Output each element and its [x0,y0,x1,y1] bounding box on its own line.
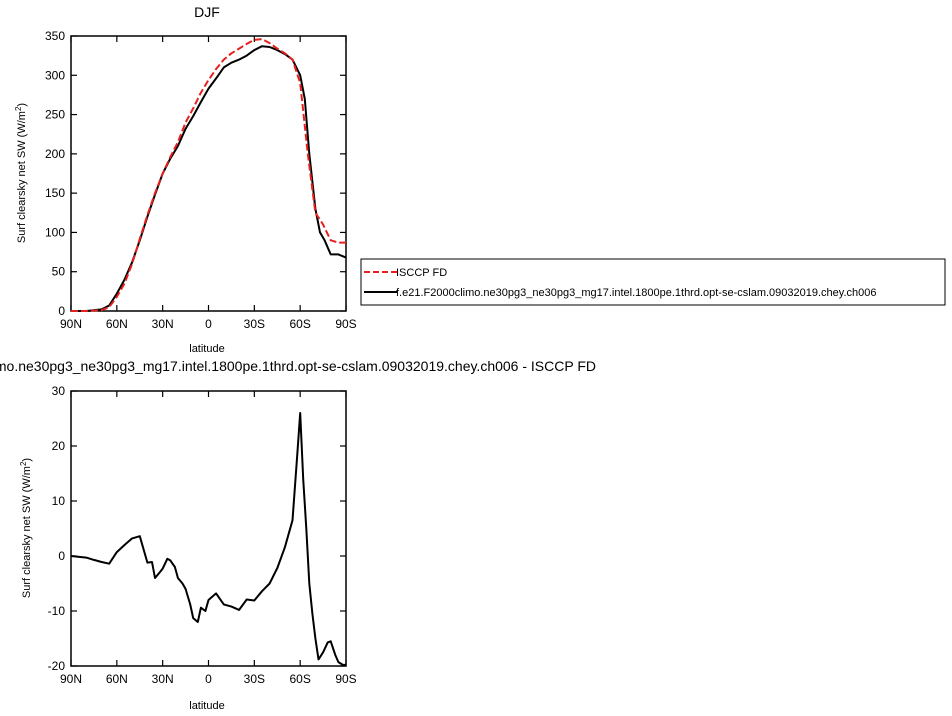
bottom-panel-lines [70,412,346,666]
top-panel-xlabel: latitude [189,343,224,355]
top-ytick-label: 50 [52,265,66,279]
bottom-ytick-label: 30 [52,384,66,398]
bottom-xtick-label: 60N [106,672,128,686]
bottom-ytick-label: 0 [58,549,65,563]
bottom-panel: f.e21.F2000climo.ne30pg3_ne30pg3_mg17.in… [0,358,596,712]
top-panel-lines [71,38,347,312]
top-xtick-label: 60N [106,317,128,331]
top-panel-frame [70,35,347,312]
bottom-series-line [70,412,346,666]
legend: ISCCP FD f.e21.F2000climo.ne30pg3_ne30pg… [360,258,946,306]
top-xtick-label: 90N [60,317,82,331]
top-xtick-label: 30S [244,317,265,331]
bottom-ytick-label: -20 [48,659,66,673]
bottom-panel-frame [70,390,347,667]
bottom-panel-ticks: 90N 60N 30N 0 30S 60S 90S -20 -10 0 10 20 30 [48,384,357,686]
legend-label-model: f.e21.F2000climo.ne30pg3_ne30pg3_mg17.in… [396,287,876,299]
top-ytick-label: 0 [58,304,65,318]
top-xtick-label: 60S [289,317,310,331]
legend-label-isccp: ISCCP FD [396,267,447,279]
bottom-xtick-label: 90N [60,672,82,686]
top-ytick-label: 350 [45,29,65,43]
bottom-ytick-label: 20 [52,439,66,453]
bottom-panel-xlabel: latitude [189,700,224,712]
bottom-panel-ylabel: Surf clearsky net SW (W/m2) [19,458,33,598]
bottom-xtick-label: 30S [244,672,265,686]
bottom-ytick-label: -10 [48,604,66,618]
top-xtick-label: 0 [205,317,212,331]
top-panel-ylabel: Surf clearsky net SW (W/m2) [14,103,28,243]
top-panel-ticks: 90N 60N 30N 0 30S 60S 90S 0 50 100 150 200 250 300 350 [45,29,357,331]
top-xtick-label: 30N [152,317,174,331]
top-ytick-label: 150 [45,186,65,200]
bottom-xtick-label: 60S [289,672,310,686]
bottom-xtick-label: 90S [335,672,356,686]
bottom-panel-title: f.e21.F2000climo.ne30pg3_ne30pg3_mg17.in… [0,358,596,374]
top-series-line [71,38,346,312]
top-panel-title: DJF [194,4,220,20]
bottom-xtick-label: 30N [152,672,174,686]
top-ytick-label: 300 [45,68,65,82]
top-ytick-label: 200 [45,147,65,161]
legend-box [360,258,946,306]
top-panel: DJF 90N 60N 30N 0 30S 60S 90S 0 50 100 150 200 250 30… [14,4,357,355]
top-ytick-label: 100 [45,225,65,239]
bottom-ytick-label: 10 [52,494,66,508]
top-ytick-label: 250 [45,108,65,122]
top-xtick-label: 90S [335,317,356,331]
top-series-line [71,45,347,312]
bottom-xtick-label: 0 [205,672,212,686]
